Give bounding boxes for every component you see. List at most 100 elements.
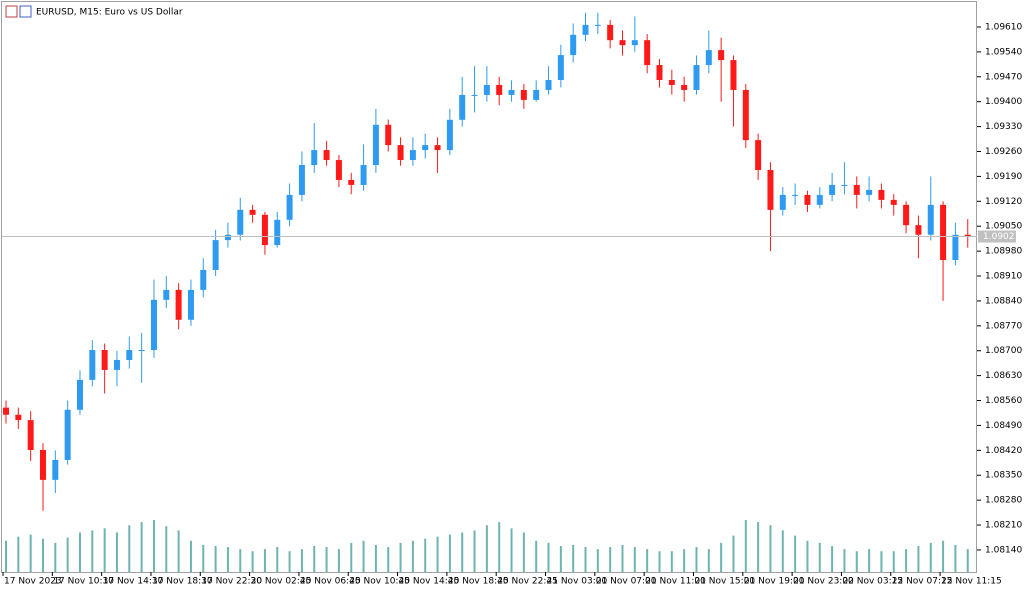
candle-body bbox=[126, 350, 133, 360]
volume-bar bbox=[202, 544, 205, 572]
candle-body bbox=[52, 459, 59, 480]
candle-body bbox=[311, 150, 318, 166]
candle-body bbox=[471, 94, 478, 96]
candle-body bbox=[693, 65, 700, 90]
candle-body bbox=[422, 145, 429, 151]
candle-body bbox=[841, 184, 848, 186]
candle-body bbox=[545, 79, 552, 90]
candle-body bbox=[619, 40, 626, 46]
candle-body bbox=[644, 40, 651, 66]
volume-bar bbox=[498, 522, 501, 572]
volume-bar bbox=[29, 534, 32, 572]
y-tick-label: 1.09400 bbox=[985, 97, 1022, 107]
volume-bar bbox=[596, 549, 599, 572]
volume-bar bbox=[584, 547, 587, 572]
candle-body bbox=[730, 60, 737, 90]
candle-body bbox=[964, 234, 971, 237]
y-tick-label: 1.09610 bbox=[985, 22, 1022, 32]
y-tick-label: 1.08770 bbox=[985, 321, 1022, 331]
volume-bar bbox=[905, 549, 908, 572]
y-tick-label: 1.09540 bbox=[985, 47, 1022, 57]
volume-bar bbox=[892, 551, 895, 572]
x-tick-label: 17 Nov 10:30 bbox=[53, 577, 114, 587]
y-tick-label: 1.08560 bbox=[985, 396, 1022, 406]
volume-bar bbox=[683, 549, 686, 572]
x-tick-label: 22 Nov 11:15 bbox=[941, 577, 1002, 587]
candle-body bbox=[792, 194, 799, 196]
x-tick-label: 20 Nov 14:45 bbox=[399, 577, 460, 587]
volume-bar bbox=[658, 551, 661, 572]
x-tick-label: 20 Nov 10:45 bbox=[349, 577, 410, 587]
last-price-tag bbox=[978, 230, 1016, 243]
candle-body bbox=[742, 89, 749, 141]
volume-bar bbox=[473, 530, 476, 572]
x-tick-label: 21 Nov 23:00 bbox=[793, 577, 854, 587]
candle-body bbox=[779, 194, 786, 210]
plot-frame bbox=[1, 1, 977, 573]
candle-body bbox=[459, 94, 466, 120]
y-tick-label: 1.09470 bbox=[985, 72, 1022, 82]
volume-bar bbox=[707, 549, 710, 572]
volume-bar bbox=[313, 546, 316, 572]
volume-bar bbox=[781, 530, 784, 572]
candle-body bbox=[409, 150, 416, 161]
volume-bar bbox=[103, 528, 106, 572]
candle-body bbox=[533, 89, 540, 100]
volume-bar bbox=[522, 532, 525, 572]
volume-bar bbox=[152, 520, 155, 572]
candle-body bbox=[582, 24, 589, 35]
candle-body bbox=[890, 199, 897, 205]
volume-bar bbox=[140, 522, 143, 572]
candle-body bbox=[952, 234, 959, 261]
volume-bar bbox=[535, 540, 538, 572]
volume-bar bbox=[263, 549, 266, 572]
volume-bar bbox=[794, 535, 797, 572]
candle-body bbox=[508, 89, 515, 95]
candle-body bbox=[434, 145, 441, 151]
volume-bar bbox=[806, 540, 809, 572]
candle-body bbox=[915, 225, 922, 235]
volume-bar bbox=[769, 525, 772, 572]
volume-bar bbox=[559, 546, 562, 572]
candle-body bbox=[804, 194, 811, 205]
y-tick-label: 1.08490 bbox=[985, 421, 1022, 431]
volume-bar bbox=[633, 547, 636, 572]
candle-body bbox=[286, 194, 293, 220]
volume-bar bbox=[276, 547, 279, 572]
candle-body bbox=[150, 299, 157, 351]
volume-bar bbox=[436, 536, 439, 572]
volume-bar bbox=[78, 532, 81, 572]
volume-bar bbox=[374, 544, 377, 572]
candle-body bbox=[89, 350, 96, 380]
volume-bar bbox=[189, 540, 192, 572]
candle-body bbox=[940, 204, 947, 261]
candle-body bbox=[200, 269, 207, 290]
candle-body bbox=[483, 84, 490, 95]
candle-body bbox=[348, 179, 355, 185]
candle-body bbox=[829, 184, 836, 195]
volume-bar bbox=[868, 549, 871, 572]
y-tick-label: 1.08140 bbox=[985, 545, 1022, 555]
candle-body bbox=[631, 40, 638, 46]
candle-body bbox=[323, 150, 330, 161]
candle-body bbox=[594, 24, 601, 26]
x-tick-label: 21 Nov 03:00 bbox=[547, 577, 608, 587]
candle-body bbox=[3, 407, 9, 415]
volume-bar bbox=[41, 538, 44, 572]
candle-body bbox=[385, 124, 392, 146]
candle-body bbox=[570, 34, 577, 56]
volume-bar bbox=[855, 551, 858, 572]
volume-bar bbox=[917, 546, 920, 572]
y-tick-label: 1.09260 bbox=[985, 147, 1022, 157]
volume-bar bbox=[300, 549, 303, 572]
volume-bar bbox=[214, 546, 217, 572]
candle-body bbox=[878, 189, 885, 200]
x-tick-label: 21 Nov 11:00 bbox=[645, 577, 706, 587]
volume-bar bbox=[609, 547, 612, 572]
y-tick-label: 1.08840 bbox=[985, 296, 1022, 306]
y-tick-label: 1.08700 bbox=[985, 346, 1022, 356]
volume-bar bbox=[621, 544, 624, 572]
candle-body bbox=[668, 79, 675, 85]
candle-body bbox=[163, 289, 170, 300]
